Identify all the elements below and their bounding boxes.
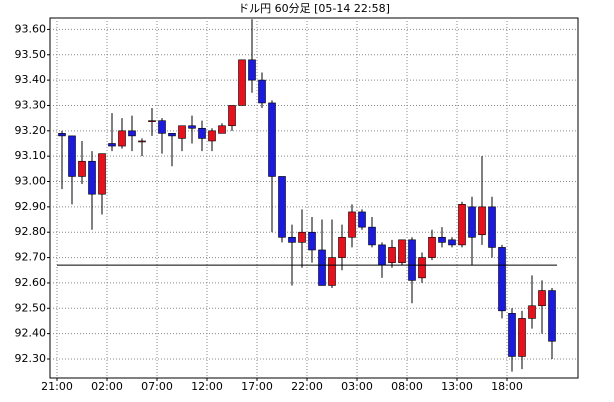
candle-body <box>68 135 76 177</box>
y-tick-label: 93.40 <box>15 73 47 86</box>
candle-body <box>488 206 496 248</box>
candle-body <box>218 125 226 134</box>
candle-body <box>518 318 526 357</box>
candle-body <box>478 206 486 236</box>
candle-body <box>158 120 166 134</box>
y-tick-label: 93.30 <box>15 98 47 111</box>
candle-body <box>428 236 436 258</box>
candle-body <box>118 130 126 147</box>
y-tick-label: 92.70 <box>15 251 47 264</box>
candle-body <box>528 305 536 319</box>
y-tick-label: 93.50 <box>15 48 47 61</box>
candle-body <box>438 236 446 243</box>
candle-body <box>148 120 156 122</box>
x-tick-label: 03:00 <box>341 380 373 393</box>
candle-body <box>318 249 326 286</box>
y-tick-label: 93.10 <box>15 149 47 162</box>
candle-body <box>538 290 546 307</box>
candle-body <box>298 231 306 243</box>
candle-body <box>378 244 386 266</box>
candle-body <box>358 211 366 228</box>
plot-area <box>49 17 579 379</box>
y-tick-label: 92.50 <box>15 301 47 314</box>
candle-body <box>348 211 356 238</box>
x-tick-label: 21:00 <box>41 380 73 393</box>
candle-body <box>228 105 236 127</box>
candle-body <box>208 130 216 142</box>
candle-body <box>238 59 246 106</box>
x-tick-label: 08:00 <box>391 380 423 393</box>
candle-body <box>178 125 186 139</box>
y-tick-label: 92.40 <box>15 327 47 340</box>
candle-body <box>258 79 266 104</box>
candle-body <box>468 206 476 238</box>
candle-body <box>288 236 296 243</box>
candle-body <box>328 257 336 286</box>
candle-body <box>388 247 396 263</box>
y-tick-label: 92.30 <box>15 352 47 365</box>
y-tick-label: 92.60 <box>15 276 47 289</box>
candle-body <box>418 257 426 279</box>
candle-body <box>128 130 136 137</box>
candle-body <box>98 153 106 195</box>
candle-body <box>78 160 86 177</box>
candle-body <box>368 226 376 246</box>
candle-body <box>308 231 316 251</box>
y-tick-label: 92.90 <box>15 200 47 213</box>
candle-body <box>398 239 406 263</box>
candle-body <box>548 290 556 342</box>
candle-body <box>498 247 506 312</box>
x-tick-label: 17:00 <box>241 380 273 393</box>
x-tick-label: 12:00 <box>191 380 223 393</box>
candle-body <box>448 239 456 246</box>
candle-body <box>58 133 66 137</box>
candle-body <box>168 133 176 137</box>
y-tick-label: 93.00 <box>15 175 47 188</box>
candle-body <box>278 176 286 238</box>
candle-body <box>248 59 256 81</box>
candle-body <box>458 204 466 246</box>
y-tick-label: 93.20 <box>15 124 47 137</box>
candle-body <box>408 239 416 281</box>
candle-body <box>508 313 516 357</box>
x-tick-label: 13:00 <box>441 380 473 393</box>
x-tick-label: 07:00 <box>141 380 173 393</box>
y-tick-label: 93.60 <box>15 22 47 35</box>
candle-body <box>88 160 96 195</box>
candle-body <box>198 127 206 139</box>
chart-title: ドル円 60分足 [05-14 22:58] <box>238 2 390 15</box>
y-tick-label: 92.80 <box>15 225 47 238</box>
x-tick-label: 18:00 <box>491 380 523 393</box>
candle-body <box>188 125 196 129</box>
x-tick-label: 02:00 <box>91 380 123 393</box>
x-tick-label: 22:00 <box>291 380 323 393</box>
candle-body <box>108 143 116 147</box>
candle-body <box>138 140 146 143</box>
candle-body <box>338 236 346 258</box>
candle-body <box>268 102 276 177</box>
